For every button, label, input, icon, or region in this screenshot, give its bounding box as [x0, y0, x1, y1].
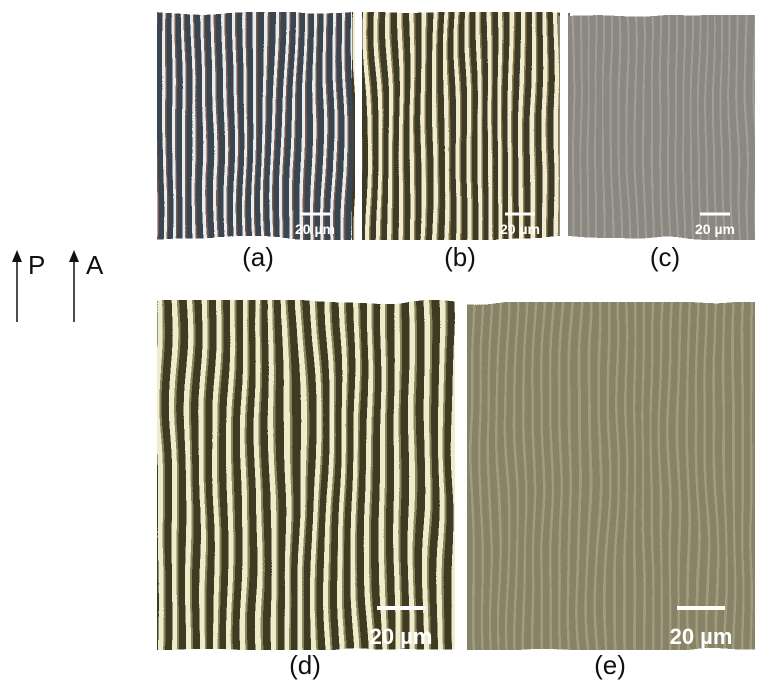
scale-bar-label: 20 µm: [695, 221, 735, 237]
panel-label: (a): [242, 242, 274, 272]
scale-bar-label: 20 µm: [295, 221, 335, 237]
panel-label: (d): [289, 650, 321, 680]
micrograph: [145, 300, 465, 650]
micrograph-panel: 20 µm: [352, 12, 570, 240]
micrograph-panel: 20 µm: [457, 302, 758, 650]
micrograph-panel: 20 µm: [558, 15, 758, 240]
background: [130, 0, 157, 686]
scale-bar-label: 20 µm: [670, 624, 733, 649]
micrograph: [558, 15, 758, 240]
scale-bar-label: 20 µm: [370, 624, 433, 649]
panel-label: (b): [444, 242, 476, 272]
panel-label: (c): [650, 242, 680, 272]
background: [455, 290, 467, 660]
background: [0, 650, 758, 686]
micrograph: [457, 302, 758, 650]
micrograph-panel: 20 µm: [145, 300, 465, 650]
panel-label: (e): [594, 650, 626, 680]
polarizer-label: P: [28, 250, 45, 280]
analyzer-label: A: [86, 250, 104, 280]
background: [0, 240, 758, 300]
background: [0, 0, 758, 12]
scale-bar-label: 20 µm: [500, 221, 540, 237]
micrograph: [352, 12, 570, 240]
micrograph-panel: 20 µm: [147, 12, 365, 240]
micrograph: [147, 12, 365, 240]
figure: 20 µm 20 µm 20 µm 20 µm 20 µm P A (a) (b) (c) (d…: [0, 0, 758, 686]
